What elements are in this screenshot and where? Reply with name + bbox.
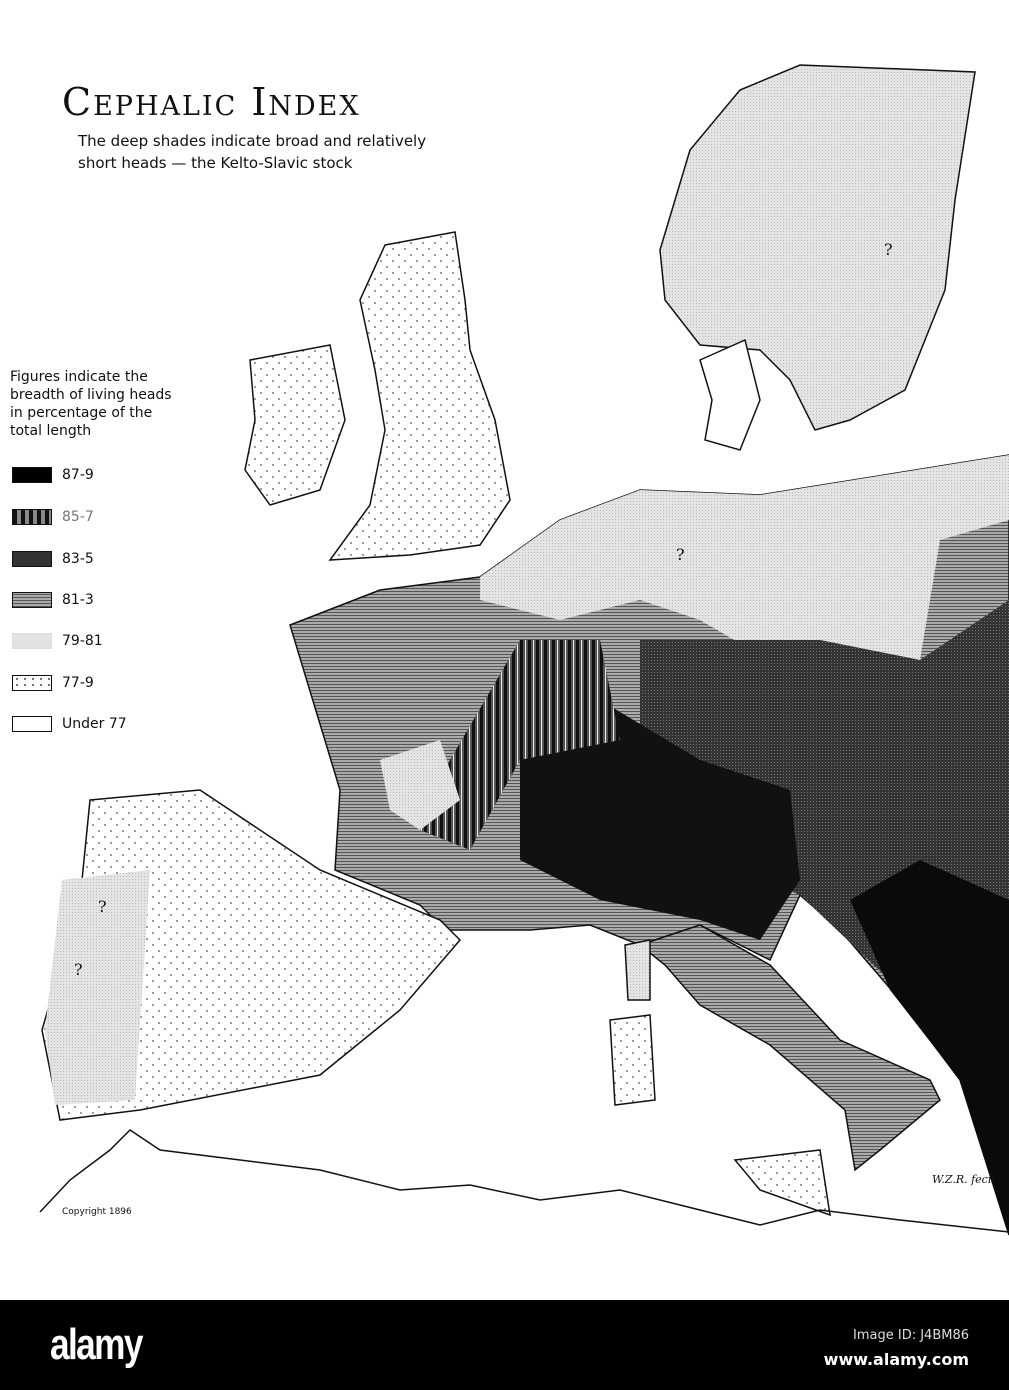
legend-swatch-stripes bbox=[12, 509, 52, 525]
great-britain bbox=[328, 231, 511, 561]
legend-item: 81-3 bbox=[12, 592, 94, 608]
legend-swatch-stipple bbox=[12, 633, 52, 649]
sicily bbox=[733, 1149, 831, 1217]
legend-item: 77-9 bbox=[12, 675, 94, 691]
legend-label: 85-7 bbox=[62, 509, 94, 525]
scandinavia bbox=[659, 64, 976, 431]
legend-swatch-white bbox=[12, 716, 52, 732]
denmark bbox=[699, 338, 761, 451]
unknown-marker: ? bbox=[74, 960, 83, 979]
africa-coastline bbox=[39, 1129, 1009, 1233]
legend-item: 85-7 bbox=[12, 509, 94, 525]
site-url: www.alamy.com bbox=[823, 1350, 969, 1369]
legend-label: 77-9 bbox=[62, 675, 94, 691]
legend-swatch-grid bbox=[12, 551, 52, 567]
alpine-black bbox=[520, 700, 800, 940]
ireland bbox=[244, 344, 346, 506]
map-subtitle: The deep shades indicate broad and relat… bbox=[78, 132, 427, 172]
legend-item: 79-81 bbox=[12, 633, 103, 649]
france-light bbox=[380, 740, 460, 830]
legend-label: 87-9 bbox=[62, 467, 94, 483]
legend-swatch-hlines bbox=[12, 592, 52, 608]
italy bbox=[638, 924, 941, 1172]
unknown-marker: ? bbox=[884, 240, 893, 259]
unknown-marker: ? bbox=[676, 545, 685, 564]
legend-item: 87-9 bbox=[12, 467, 94, 483]
corsica bbox=[624, 939, 651, 1001]
signature: W.Z.R. fecit. bbox=[932, 1173, 1000, 1186]
portugal bbox=[45, 870, 150, 1105]
copyright: Copyright 1896 bbox=[62, 1207, 132, 1217]
sardinia bbox=[609, 1014, 656, 1106]
legend-heading: Figures indicate the breadth of living h… bbox=[10, 369, 172, 439]
legend-label: 81-3 bbox=[62, 592, 94, 608]
unknown-marker: ? bbox=[98, 897, 107, 916]
legend-label: 79-81 bbox=[62, 633, 103, 649]
image-id: Image ID: J4BM86 bbox=[853, 1328, 969, 1343]
balkan-black bbox=[850, 860, 1009, 1235]
north-germany-light bbox=[480, 455, 1009, 660]
map-title: Cephalic Index bbox=[62, 80, 361, 124]
alamy-logo: alamy bbox=[50, 1320, 143, 1369]
alpine-stripes bbox=[420, 640, 620, 850]
legend-item: 83-5 bbox=[12, 551, 94, 567]
watermark-bar: alamy Image ID: J4BM86 www.alamy.com bbox=[0, 1300, 1009, 1390]
legend-label: Under 77 bbox=[62, 716, 127, 732]
legend-swatch-solid bbox=[12, 467, 52, 483]
legend-item: Under 77 bbox=[12, 716, 127, 732]
legend-label: 83-5 bbox=[62, 551, 94, 567]
legend-swatch-dots bbox=[12, 675, 52, 691]
europe-map bbox=[39, 64, 1009, 1236]
